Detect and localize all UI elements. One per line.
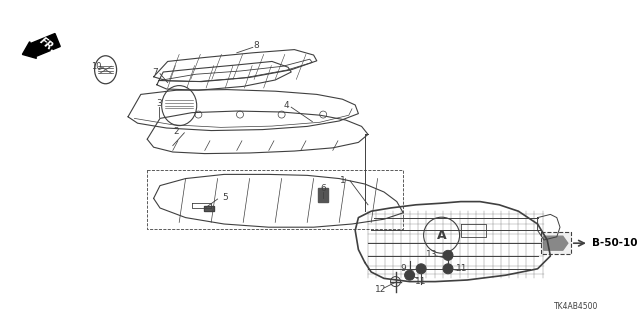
Text: 7: 7	[152, 68, 157, 77]
Polygon shape	[318, 188, 328, 202]
Circle shape	[443, 250, 453, 260]
Polygon shape	[544, 236, 568, 250]
Text: 12: 12	[374, 285, 386, 294]
Text: 4: 4	[284, 101, 289, 110]
Text: 1: 1	[340, 176, 345, 185]
Circle shape	[443, 264, 453, 274]
Text: 11: 11	[456, 264, 468, 273]
FancyBboxPatch shape	[541, 232, 571, 254]
Circle shape	[404, 270, 415, 280]
Text: 8: 8	[253, 41, 259, 50]
Text: FR.: FR.	[38, 35, 58, 54]
Text: 13: 13	[426, 250, 438, 259]
Text: A: A	[436, 229, 447, 242]
Circle shape	[416, 264, 426, 274]
Text: 3: 3	[156, 100, 161, 108]
Text: 10: 10	[91, 62, 101, 71]
FancyArrow shape	[22, 34, 60, 58]
Text: B-50-10: B-50-10	[592, 238, 637, 248]
Text: 2: 2	[173, 127, 179, 136]
Text: 11: 11	[415, 277, 427, 286]
Polygon shape	[204, 206, 214, 211]
Text: TK4AB4500: TK4AB4500	[554, 302, 598, 311]
Text: 5: 5	[223, 193, 228, 202]
Text: 9: 9	[401, 264, 406, 273]
Text: 6: 6	[321, 184, 326, 193]
